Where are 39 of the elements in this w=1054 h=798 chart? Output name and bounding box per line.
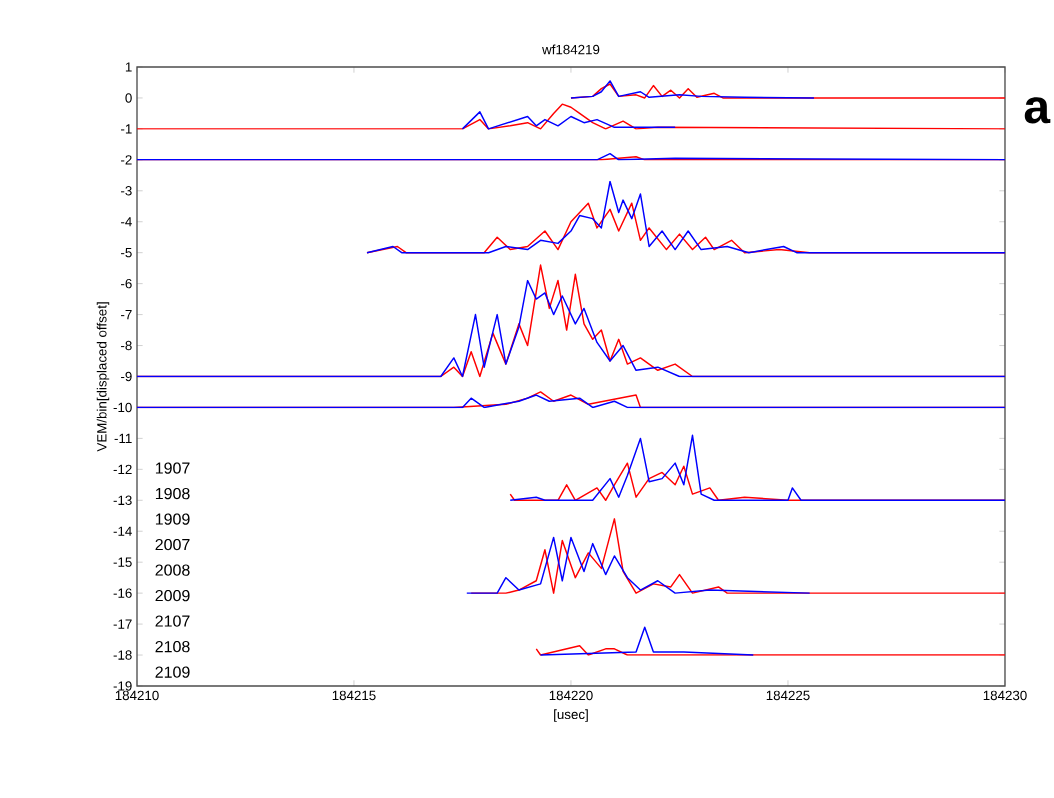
y-tick-label: -2	[121, 155, 132, 165]
y-tick-label: -12	[113, 464, 132, 474]
annotation: 2009	[155, 589, 190, 602]
y-tick-label: -13	[113, 495, 132, 505]
annotation: 1909	[155, 513, 190, 525]
y-tick-label: -5	[121, 248, 132, 258]
annotation: 2108	[155, 640, 190, 653]
y-tick-label: -4	[121, 217, 132, 227]
y-tick-label: -11	[114, 433, 132, 443]
y-tick-label: -17	[113, 619, 132, 629]
y-tick-label: -16	[113, 588, 132, 598]
x-axis-title: [usec]	[554, 709, 588, 722]
y-tick-label: 0	[125, 93, 132, 103]
x-tick-label: 184215	[332, 690, 376, 701]
annotation: 2008	[155, 564, 190, 576]
x-tick-label: 184210	[115, 690, 159, 701]
y-tick-label: -9	[121, 371, 132, 382]
y-tick-label: -15	[113, 557, 132, 567]
y-tick-label: -1	[121, 124, 132, 134]
annotation: 1908	[155, 487, 190, 500]
y-tick-label: -19	[113, 681, 132, 691]
x-tick-label: 184220	[549, 690, 593, 701]
annotation: 2007	[155, 538, 190, 551]
y-axis-title: VEM/bin[displaced offset]	[96, 302, 110, 452]
y-tick-label: -3	[121, 186, 132, 196]
text: a	[1024, 97, 1051, 124]
y-tick-label: -7	[121, 309, 132, 320]
y-tick-label: -18	[113, 650, 132, 660]
annotation: 2109	[155, 666, 190, 678]
annotation: 1907	[155, 462, 190, 474]
y-tick-label: -8	[121, 340, 132, 351]
chart-title: wf184219	[542, 44, 600, 55]
y-tick-label: -14	[113, 526, 132, 536]
y-tick-label: -6	[121, 278, 132, 289]
annotation: 2107	[155, 615, 190, 627]
y-tick-label: 1	[125, 62, 132, 72]
x-tick-label: 184230	[983, 690, 1027, 701]
y-tick-label: -10	[113, 402, 132, 413]
x-tick-label: 184225	[766, 690, 810, 701]
